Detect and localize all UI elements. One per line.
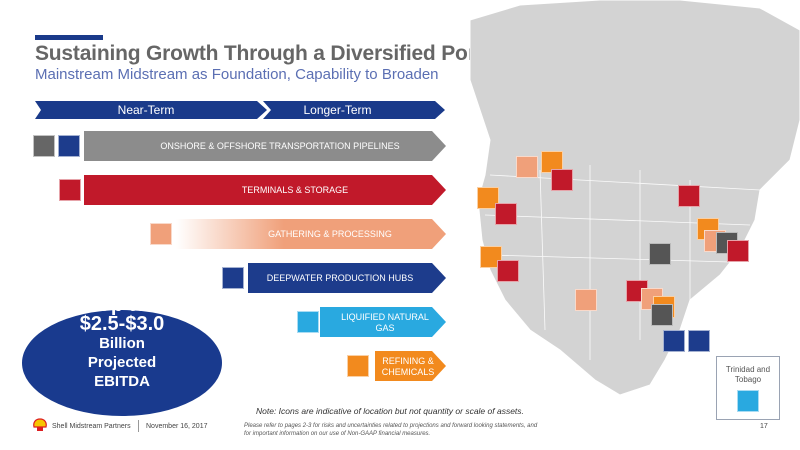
ebitda-label: EBITDA bbox=[94, 373, 150, 390]
arrow-terminals bbox=[84, 175, 446, 205]
refinery-icon bbox=[477, 187, 499, 209]
lng-plant-icon bbox=[737, 390, 759, 412]
ebitda-text: Up to $2.5-$3.0 Billion Projected EBITDA bbox=[22, 294, 222, 391]
near-term-label: Near-Term bbox=[117, 103, 175, 117]
ebitda-upto: Up to bbox=[96, 294, 148, 316]
label-gathering: GATHERING & PROCESSING bbox=[268, 229, 392, 239]
processing-plant-icon bbox=[516, 156, 538, 178]
map-landmass bbox=[469, 0, 800, 396]
longer-term-label: Longer-Term bbox=[303, 103, 372, 117]
phase-arrows bbox=[35, 101, 445, 119]
footer-company: Shell Midstream Partners bbox=[52, 423, 131, 430]
ebitda-projected: Projected bbox=[87, 354, 157, 371]
arrow-pipelines bbox=[84, 131, 446, 161]
arrow-deepwater bbox=[248, 263, 446, 293]
arrow-refining bbox=[375, 351, 446, 381]
shell-logo bbox=[33, 418, 47, 431]
pipeline-icon bbox=[649, 243, 671, 265]
label-refining: REFINING & CHEMICALS bbox=[381, 356, 435, 377]
lng-plant-icon bbox=[297, 311, 319, 333]
trinidad-label: Trinidad and Tobago bbox=[725, 365, 771, 384]
arrow-lng bbox=[320, 307, 446, 337]
storage-tank-icon bbox=[727, 240, 749, 262]
label-terminals: TERMINALS & STORAGE bbox=[241, 185, 349, 195]
label-lng: LIQUIFIED NATURAL GAS bbox=[341, 312, 429, 333]
storage-tank-icon bbox=[678, 185, 700, 207]
pipeline-icon bbox=[651, 304, 673, 326]
processing-plant-icon bbox=[150, 223, 172, 245]
storage-tank-icon bbox=[59, 179, 81, 201]
storage-tank-icon bbox=[497, 260, 519, 282]
arrow-gathering bbox=[176, 219, 446, 249]
ebitda-range: $2.5-$3.0 bbox=[79, 313, 165, 335]
refinery-icon bbox=[347, 355, 369, 377]
page-number: 17 bbox=[760, 423, 768, 430]
icon-note: Note: Icons are indicative of location b… bbox=[256, 406, 524, 416]
pipeline-icon bbox=[33, 135, 55, 157]
disclaimer: Please refer to pages 2-3 for risks and … bbox=[244, 423, 538, 437]
offshore-platform-icon bbox=[663, 330, 685, 352]
growth-arrows bbox=[84, 131, 446, 381]
title-accent-bar bbox=[35, 35, 103, 40]
ebitda-billion: Billion bbox=[99, 335, 145, 352]
label-deepwater: DEEPWATER PRODUCTION HUBS bbox=[266, 273, 414, 283]
refinery-icon bbox=[480, 246, 502, 268]
page-title: Sustaining Growth Through a Diversified … bbox=[35, 42, 526, 65]
trinidad-inset: Trinidad and Tobago bbox=[716, 356, 780, 420]
ebitda-oval: Up to bbox=[22, 310, 222, 416]
footer-divider bbox=[138, 420, 139, 432]
label-pipelines: ONSHORE & OFFSHORE TRANSPORTATION PIPELI… bbox=[160, 141, 400, 151]
offshore-pipeline-icon bbox=[58, 135, 80, 157]
storage-tank-icon bbox=[495, 203, 517, 225]
storage-tank-icon bbox=[551, 169, 573, 191]
processing-plant-icon bbox=[575, 289, 597, 311]
page-subtitle: Mainstream Midstream as Foundation, Capa… bbox=[35, 66, 439, 83]
footer-date: November 16, 2017 bbox=[146, 423, 208, 430]
offshore-pipeline-icon bbox=[688, 330, 710, 352]
offshore-platform-icon bbox=[222, 267, 244, 289]
